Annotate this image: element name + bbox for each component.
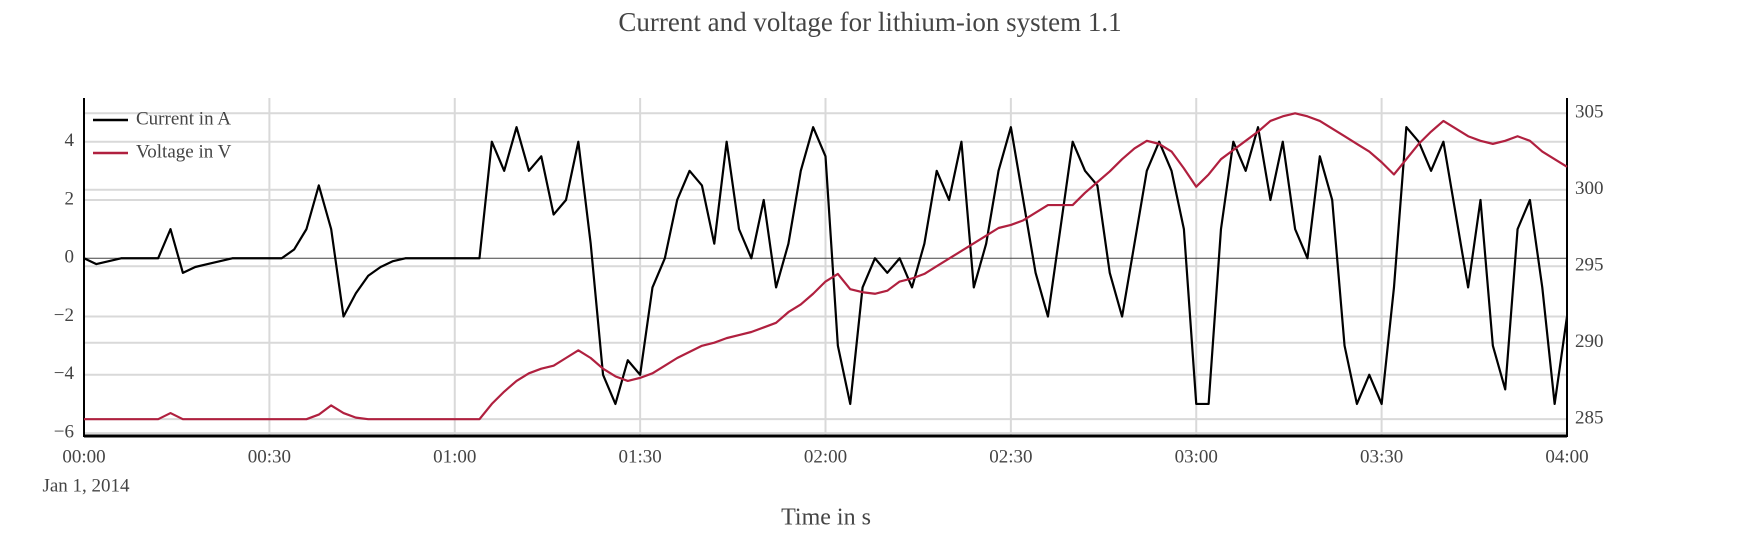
x-tick-label: 02:30: [989, 446, 1032, 467]
chart-title: Current and voltage for lithium-ion syst…: [618, 7, 1121, 37]
legend-label: Current in A: [136, 108, 231, 129]
y2-tick-label: 300: [1575, 178, 1604, 199]
y2-tick-label: 305: [1575, 102, 1604, 123]
y-tick-label: −4: [54, 363, 75, 384]
x-date-label: Jan 1, 2014: [42, 475, 130, 496]
y-tick-label: 0: [65, 247, 75, 268]
y-tick-label: 2: [65, 188, 75, 209]
y2-tick-label: 285: [1575, 408, 1604, 429]
x-tick-label: 04:00: [1545, 446, 1588, 467]
x-tick-label: 02:00: [804, 446, 847, 467]
series-line: [84, 112, 1568, 421]
y-tick-label: −2: [54, 305, 74, 326]
x-tick-label: 00:00: [62, 446, 105, 467]
y2-tick-label: 295: [1575, 255, 1604, 276]
y-tick-label: 4: [65, 130, 75, 151]
y-tick-label: −6: [54, 421, 74, 442]
x-tick-label: 03:00: [1175, 446, 1218, 467]
legend-label: Voltage in V: [136, 141, 232, 162]
x-axis-title: Time in s: [781, 505, 871, 531]
x-tick-label: 01:30: [618, 446, 661, 467]
x-tick-label: 03:30: [1360, 446, 1403, 467]
y2-tick-label: 290: [1575, 331, 1604, 352]
x-tick-label: 01:00: [433, 446, 476, 467]
x-tick-label: 00:30: [248, 446, 291, 467]
series-line: [83, 126, 1569, 406]
